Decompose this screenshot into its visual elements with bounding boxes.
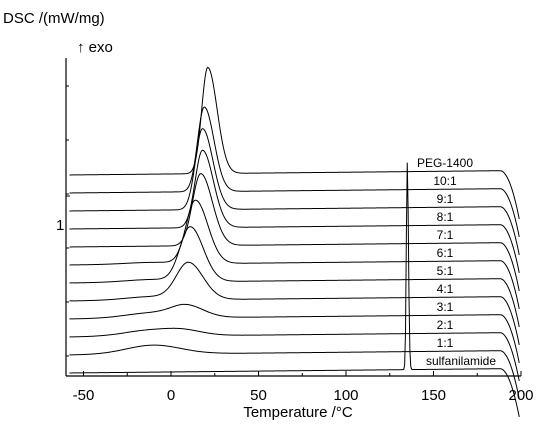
dsc-curve <box>69 303 520 364</box>
dsc-curve <box>69 344 520 400</box>
x-ticks: -50 0 50 100 150 200 <box>73 371 534 404</box>
x-tick-label: -50 <box>73 387 95 404</box>
x-tick-label: 100 <box>333 387 358 404</box>
exo-direction-label: ↑ exo <box>77 39 113 56</box>
curve-label: PEG-1400 <box>417 156 473 170</box>
scale-bar-label: 1 <box>56 217 64 234</box>
curve-label: 3:1 <box>437 300 454 314</box>
curve-label: 6:1 <box>437 246 454 260</box>
curve-label: 10:1 <box>433 174 457 188</box>
dsc-curve <box>69 162 520 418</box>
dsc-curve <box>69 149 520 274</box>
y-axis-title: DSC /(mW/mg) <box>3 10 105 27</box>
curve-label: 8:1 <box>437 210 454 224</box>
dsc-curve <box>69 261 520 346</box>
curve-label: 5:1 <box>437 264 454 278</box>
curve-label: 2:1 <box>437 318 454 332</box>
curve-label: 1:1 <box>437 336 454 350</box>
x-axis-title: Temperature /°C <box>243 404 353 421</box>
curve-label: 4:1 <box>437 282 454 296</box>
x-tick-label: 0 <box>167 387 175 404</box>
dsc-curves <box>69 66 520 418</box>
curve-label: sulfanilamide <box>426 354 496 368</box>
dsc-curve <box>69 173 520 292</box>
dsc-curve <box>69 106 520 238</box>
x-tick-label: 150 <box>421 387 446 404</box>
dsc-curve <box>69 327 520 382</box>
dsc-curve <box>69 128 520 256</box>
curve-label: 7:1 <box>437 228 454 242</box>
dsc-curve <box>69 199 520 310</box>
curve-label: 9:1 <box>437 192 454 206</box>
dsc-curve <box>69 66 520 220</box>
x-tick-label: 200 <box>508 387 533 404</box>
x-tick-label: 50 <box>250 387 267 404</box>
dsc-curve <box>69 226 520 328</box>
curve-labels: PEG-1400 10:1 9:1 8:1 7:1 6:1 5:1 4:1 3:1 2:1 1:1 s… <box>417 156 496 368</box>
y-minor-ticks <box>66 85 69 357</box>
